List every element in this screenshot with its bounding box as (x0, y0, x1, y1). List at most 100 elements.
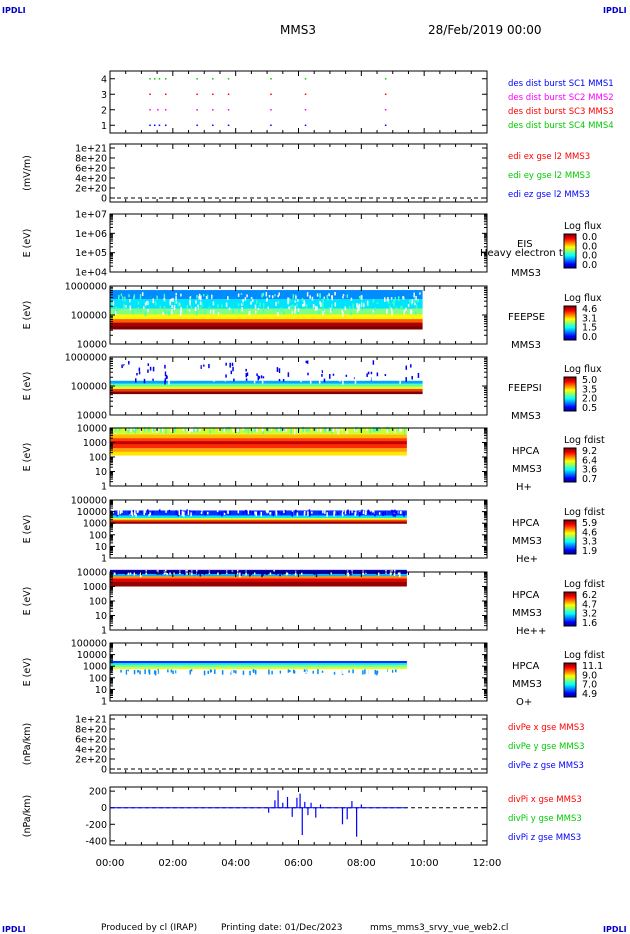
speckle-dot (278, 670, 280, 675)
speckle-dot (292, 304, 294, 309)
corner-label-tr: IPDLI (603, 6, 627, 15)
colorbar-swatch (564, 462, 576, 464)
colorbar-tick-label: 9.0 (582, 670, 597, 681)
speckle-dot (193, 428, 195, 433)
speckle-dot (154, 301, 157, 305)
colorbar-swatch (564, 317, 576, 320)
colorbar-tick-label: 0.0 (582, 232, 597, 243)
speckle-dot (237, 427, 239, 433)
colorbar-swatch (564, 377, 576, 379)
speckle-dot (131, 309, 134, 315)
speckle-dot (287, 372, 290, 377)
speckle-dot (239, 670, 242, 675)
panel-hpca-h: 10000 1000 100 10 1 E (eV) HPCA MMS3 H+ Log fdist… (22, 424, 605, 494)
speckle-dot (257, 307, 260, 310)
colorbar-swatch (564, 472, 576, 474)
colorbar-swatch (564, 264, 576, 266)
speckle-dot (284, 509, 286, 515)
speckle-dot (177, 512, 179, 517)
colorbar-tick-label: 5.0 (582, 375, 597, 386)
colorbar-swatch (564, 253, 576, 255)
speckle-dot (387, 669, 390, 672)
burst-point (304, 124, 307, 127)
speckle-dot (123, 303, 125, 309)
speckle-dot (342, 510, 344, 513)
colorbar-swatch (564, 550, 576, 552)
burst-point (304, 109, 307, 111)
xtick-label: 08:00 (347, 858, 376, 869)
colorbar-swatch (564, 690, 576, 692)
speckle-dot (134, 510, 136, 516)
speckle-dot (228, 307, 231, 310)
corner-label-tl: IPDLI (2, 6, 26, 15)
header-date: 28/Feb/2019 00:00 (428, 23, 542, 37)
speckle-dot (159, 305, 161, 310)
speckle-dot (398, 374, 400, 379)
colorbar-swatch (564, 603, 576, 605)
band-hpca-o-3 (110, 667, 407, 670)
speckle-dot (384, 510, 387, 515)
speckle-dot (248, 572, 251, 577)
colorbar-swatch (564, 239, 576, 242)
speckle-dot (296, 303, 298, 307)
speckle-dot (257, 510, 260, 515)
xtick-label: 04:00 (221, 858, 250, 869)
band-feepse-1 (110, 322, 423, 327)
speckle-dot (405, 377, 407, 382)
colorbar-tick-label: 0.0 (582, 332, 597, 343)
band-hpca-o-1 (110, 663, 407, 666)
speckle-dot (362, 303, 365, 308)
colorbar-swatch (564, 668, 576, 671)
speckle-dot (275, 510, 277, 515)
colorbar-swatch (564, 542, 576, 545)
burst-point (227, 124, 230, 127)
speckle-dot (374, 669, 377, 675)
speckle-dot (333, 669, 336, 673)
band-feepse-4 (110, 308, 423, 315)
ytick-label: 100 (89, 530, 107, 541)
speckle-dot (319, 293, 321, 298)
speckle-dot (407, 304, 410, 307)
speckle-dot (348, 361, 351, 367)
speckle-dot (294, 570, 297, 576)
ytick-label: 3 (101, 90, 107, 101)
legend-divpe-1: divPe y gse MMS3 (508, 742, 585, 752)
colorbar-swatch (564, 405, 576, 407)
speckle-dot (274, 427, 277, 431)
speckle-dot (412, 365, 415, 370)
speckle-dot (359, 295, 362, 300)
colorbar-swatch (564, 307, 576, 310)
xtick-label: 02:00 (158, 858, 187, 869)
speckle-dot (121, 509, 123, 514)
instrument-label: MMS3 (511, 340, 541, 351)
colorbar-swatch (564, 525, 576, 528)
speckle-dot (231, 670, 233, 676)
colorbar-title: Log fdist (564, 507, 605, 518)
speckle-dot (326, 294, 329, 299)
speckle-dot (233, 670, 235, 673)
speckle-dot (137, 301, 140, 305)
speckle-dot (164, 669, 167, 673)
band-feepse-3 (110, 314, 423, 320)
speckle-dot (171, 309, 173, 314)
speckle-dot (420, 363, 423, 368)
speckle-dot (352, 303, 354, 309)
ylabel-edi: (mV/m) (22, 155, 33, 191)
speckle-dot (212, 301, 215, 306)
colorbar-swatch (564, 240, 576, 243)
colorbar-swatch (564, 465, 576, 468)
colorbar-tick-label: 3.5 (582, 384, 597, 395)
colorbar-swatch (564, 306, 576, 308)
speckle-dot (399, 571, 401, 575)
speckle-dot (358, 308, 360, 311)
speckle-dot (211, 294, 213, 299)
speckle-dot (391, 428, 393, 431)
speckle-dot (396, 363, 399, 367)
ytick-label: 1e+06 (75, 229, 107, 240)
colorbar-title: Log flux (564, 221, 602, 232)
speckle-dot (395, 669, 397, 673)
speckle-dot (376, 372, 379, 377)
colorbar-swatch (564, 523, 576, 525)
header-spacecraft: MMS3 (280, 23, 316, 37)
speckle-dot (276, 427, 278, 432)
